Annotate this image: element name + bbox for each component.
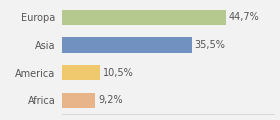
Bar xyxy=(62,65,100,80)
Text: 35,5%: 35,5% xyxy=(195,40,226,50)
Bar xyxy=(62,10,226,25)
Bar xyxy=(62,37,192,53)
Text: 9,2%: 9,2% xyxy=(98,95,123,105)
Text: 10,5%: 10,5% xyxy=(103,68,134,78)
Bar xyxy=(62,93,95,108)
Text: 44,7%: 44,7% xyxy=(228,12,259,22)
